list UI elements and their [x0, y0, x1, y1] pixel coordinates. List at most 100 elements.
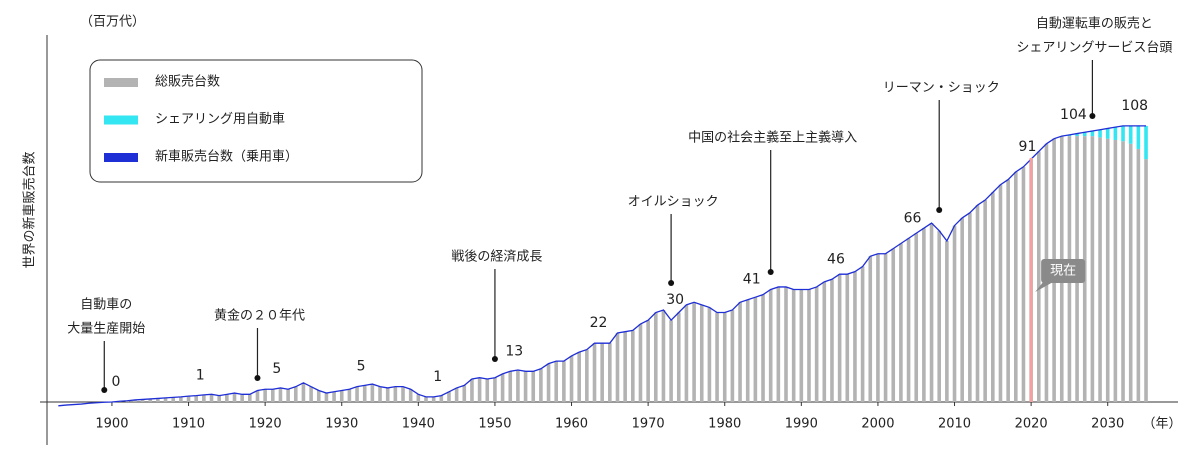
point-label: 30: [666, 292, 684, 308]
bar: [883, 253, 888, 402]
bar: [477, 377, 482, 402]
bar: [186, 396, 191, 402]
bar: [1014, 171, 1018, 402]
unit-label: （百万代）: [80, 15, 145, 30]
bar: [914, 233, 919, 402]
bar: [324, 393, 329, 402]
event-label: 戦後の経済成長: [451, 249, 542, 265]
legend-label: 新車販売台数（乗用車）: [155, 149, 298, 165]
bar: [745, 299, 750, 402]
bar: [232, 393, 237, 402]
stacked-bar: [1090, 131, 1095, 137]
bar: [646, 320, 650, 402]
bar: [853, 271, 857, 402]
bar: [653, 312, 658, 402]
bar: [631, 330, 635, 402]
event-label: リーマン・ショック: [883, 81, 1000, 96]
bar: [975, 205, 980, 402]
bar: [1121, 141, 1125, 402]
bar: [316, 390, 321, 402]
bar: [339, 390, 344, 402]
bar: [562, 361, 566, 402]
point-label: 104: [1060, 107, 1087, 123]
bar: [1128, 143, 1133, 402]
bar: [876, 253, 880, 402]
bar: [845, 274, 850, 402]
bar: [140, 399, 145, 402]
bar: [1105, 138, 1110, 402]
event-dot: [936, 207, 943, 213]
point-label: 108: [1121, 98, 1148, 114]
stacked-bar: [1144, 125, 1148, 160]
bar: [401, 386, 405, 402]
bar: [217, 395, 221, 402]
bar: [286, 389, 290, 402]
bar: [891, 248, 896, 402]
bar: [255, 390, 260, 402]
bar: [309, 386, 313, 402]
bar: [707, 307, 712, 402]
stacked-bar: [1121, 125, 1125, 142]
bar: [485, 378, 490, 402]
bar: [171, 397, 176, 402]
bar: [1021, 166, 1026, 402]
x-tick-label: 1980: [708, 417, 741, 432]
bar: [1098, 137, 1102, 402]
event-dot: [668, 280, 675, 286]
bar: [546, 363, 551, 402]
point-label: 22: [590, 315, 608, 331]
bar: [638, 324, 643, 402]
point-label: 41: [743, 272, 761, 288]
callout-label: 現在: [1050, 264, 1076, 279]
event-label: 自動車の: [80, 298, 132, 313]
bar: [493, 377, 497, 402]
bar: [516, 370, 520, 402]
event-label: 中国の社会主義至上主義導入: [688, 130, 857, 146]
bar: [554, 361, 559, 402]
x-tick-label: 1930: [325, 417, 358, 432]
stacked-bar: [1128, 125, 1133, 144]
stacked-bar: [1082, 132, 1087, 137]
bar: [822, 281, 827, 402]
bar: [730, 309, 735, 402]
event-dot: [1089, 113, 1096, 119]
bar: [424, 396, 428, 402]
bar: [508, 371, 513, 402]
point-label: 5: [272, 361, 281, 377]
bar: [585, 349, 589, 402]
point-label: 0: [111, 374, 120, 390]
bar: [347, 389, 352, 402]
bar: [577, 352, 581, 402]
event-dot: [101, 387, 108, 393]
bar: [722, 312, 727, 402]
bar: [385, 387, 390, 402]
bar: [922, 228, 926, 402]
bar: [416, 394, 421, 402]
event-dot: [491, 356, 498, 362]
legend-swatch: [104, 115, 138, 125]
y-axis-label: 世界の新車販売台数: [22, 151, 38, 268]
bar: [715, 312, 719, 402]
x-tick-label: 1900: [95, 417, 128, 432]
bar: [500, 373, 505, 402]
bar: [240, 394, 244, 402]
bar: [278, 387, 283, 402]
x-tick-label: 1940: [402, 417, 435, 432]
bar: [776, 286, 781, 402]
callout-box: [1041, 259, 1086, 283]
bar: [209, 394, 214, 402]
bar: [163, 397, 168, 402]
bar: [807, 289, 811, 402]
bar: [263, 389, 267, 402]
x-tick-label: 1970: [632, 417, 665, 432]
line: [58, 125, 1147, 407]
bar: [470, 378, 474, 402]
x-tick-label: 2000: [861, 417, 894, 432]
bar: [355, 386, 359, 402]
bar: [830, 279, 834, 402]
bar: [684, 304, 689, 402]
bar: [1136, 148, 1141, 402]
bar: [332, 391, 336, 402]
point-label: 13: [505, 343, 523, 359]
